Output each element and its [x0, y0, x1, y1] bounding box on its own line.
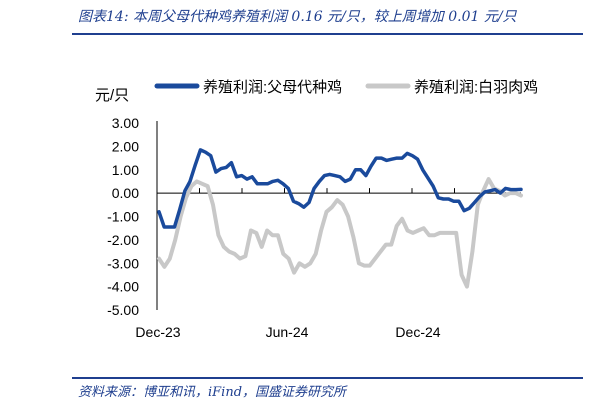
- figure-title: 图表14: 本周父母代种鸡养殖利润 0.16 元/只，较上周增加 0.01 元/…: [78, 9, 517, 25]
- y-tick-label: 1.00: [112, 162, 139, 178]
- y-axis-label: 元/只: [95, 87, 129, 104]
- series-layer: [157, 148, 523, 289]
- y-tick-label: -2.00: [107, 232, 139, 248]
- x-tick-label: Dec-24: [395, 324, 440, 340]
- y-tick-label: -4.00: [107, 279, 139, 295]
- y-tick-label: 2.00: [112, 138, 139, 154]
- y-tick-label: 3.00: [112, 115, 139, 131]
- legend-label: 养殖利润:白羽肉鸡: [414, 79, 538, 96]
- y-tick-label: -3.00: [107, 255, 139, 271]
- legend-label: 养殖利润:父母代种鸡: [203, 79, 342, 96]
- y-tick-label: -1.00: [107, 209, 139, 225]
- title-rule: [72, 33, 583, 35]
- x-axis-ticks: Dec-23 Jun-24 Dec-24: [135, 188, 498, 340]
- y-tick-label: 0.00: [112, 185, 139, 201]
- x-tick-label: Jun-24: [266, 324, 309, 340]
- source-note: 资料来源：博亚和讯，iFind，国盛证券研究所: [78, 385, 347, 400]
- y-tick-label: -5.00: [107, 302, 139, 318]
- source-rule: [72, 377, 583, 379]
- series-line-parent-breeder: [157, 148, 523, 229]
- series-line-broiler: [157, 177, 523, 289]
- legend: 养殖利润:父母代种鸡 养殖利润:白羽肉鸡: [154, 79, 538, 96]
- y-axis-tick-labels: 3.00 2.00 1.00 0.00 -1.00 -2.00 -3.00 -4.00 -5.0…: [107, 115, 139, 318]
- x-tick-label: Dec-23: [135, 324, 180, 340]
